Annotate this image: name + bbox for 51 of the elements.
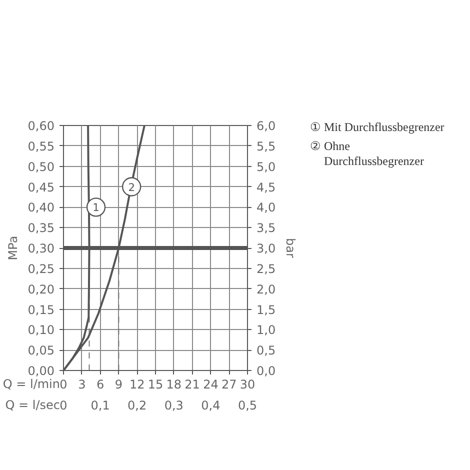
x-tick-label: 12 xyxy=(129,378,145,392)
y-tick-label: 0,60 xyxy=(28,119,54,133)
y2-tick-label: 1,0 xyxy=(256,323,276,338)
x-tick-label: 18 xyxy=(166,378,182,392)
x2-tick-label: 0,3 xyxy=(164,398,184,412)
text: ② Ohne Durchflussbegrenzer xyxy=(310,139,425,169)
y-axis-title: MPa xyxy=(6,236,20,260)
x-tick-label: 3 xyxy=(78,378,86,392)
x-tick-label: 0 xyxy=(60,378,68,392)
y2-tick-label: 4,5 xyxy=(256,180,276,194)
y2-tick-label: 6,0 xyxy=(256,119,276,133)
y2-tick-label: 0,5 xyxy=(256,344,276,358)
x2-tick-label: 0,2 xyxy=(128,398,147,412)
x2-tick-label: 0,4 xyxy=(201,398,220,412)
y2-tick-label: 5,0 xyxy=(256,160,276,174)
y-tick-label: 0,00 xyxy=(28,364,54,378)
y2-tick-label: 2,5 xyxy=(256,262,276,276)
y2-axis-title: bar xyxy=(284,238,298,258)
annotation: 1 xyxy=(92,201,100,214)
y-tick-label: 0,05 xyxy=(28,344,54,358)
annotation: 2 xyxy=(128,180,135,194)
x2-tick-label: 0 xyxy=(60,398,68,412)
y2-tick-label: 5,5 xyxy=(256,139,276,154)
y-tick-label: 0,35 xyxy=(28,221,54,236)
y2-tick-label: 2,0 xyxy=(256,282,276,296)
x-tick-label: 27 xyxy=(221,378,237,392)
y-tick-label: 0,10 xyxy=(28,323,54,338)
x-tick-label: 24 xyxy=(203,378,218,392)
y-tick-label: 0,40 xyxy=(28,200,54,215)
y2-tick-label: 3,5 xyxy=(256,221,276,236)
y2-tick-label: 4,0 xyxy=(256,200,276,215)
y2-tick-label: 0,0 xyxy=(256,364,276,378)
y2-tick-label: 1,5 xyxy=(256,302,276,317)
x-tick-label: 30 xyxy=(240,378,256,392)
x2-tick-label: 0,5 xyxy=(238,398,258,412)
y-tick-label: 0,25 xyxy=(28,262,54,276)
x-tick-label: 15 xyxy=(148,378,164,392)
x-tick-label: 9 xyxy=(114,378,123,392)
x-tick-label: 21 xyxy=(184,378,200,392)
y-tick-label: 0,30 xyxy=(28,242,54,256)
y-tick-label: 0,55 xyxy=(28,139,54,154)
y-tick-label: 0,20 xyxy=(28,282,54,296)
y-tick-label: 0,45 xyxy=(28,180,54,194)
y-tick-label: 0,50 xyxy=(28,160,54,174)
y2-tick-label: 3,0 xyxy=(256,242,276,256)
x2-tick-label: 0,1 xyxy=(90,398,110,412)
text: ① Mit Durchflussbegrenzer xyxy=(310,120,446,135)
y-tick-label: 0,15 xyxy=(28,302,54,317)
x2-axis-title: Q = l/sec xyxy=(5,398,60,412)
x-tick-label: 6 xyxy=(96,378,104,392)
x-axis-title: Q = l/min xyxy=(2,377,60,391)
